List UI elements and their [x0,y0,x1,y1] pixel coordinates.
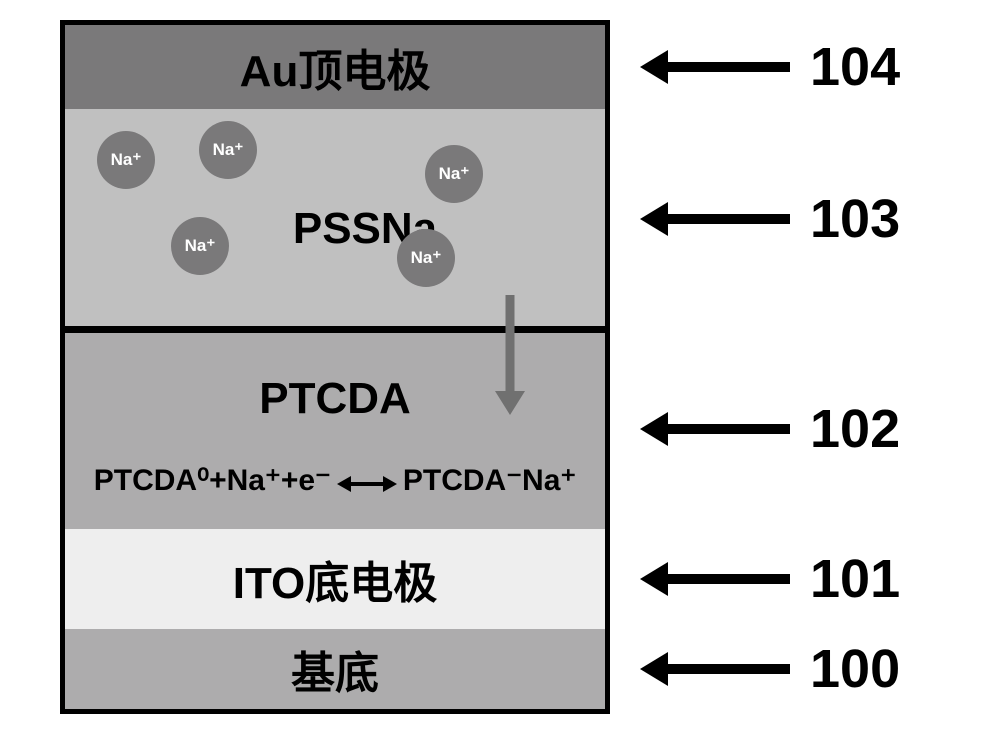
left-arrow-icon [640,202,790,236]
layer-stack: Au顶电极PSSNaNa⁺Na⁺Na⁺Na⁺Na⁺PTCDAPTCDA⁰+Na⁺… [60,20,610,714]
ion-migration-arrow-icon [495,295,525,415]
left-arrow-icon [640,652,790,686]
annotation-row: 103 [640,202,940,236]
annotation-row: 100 [640,652,940,686]
substrate: 基底 [65,629,605,709]
annotation-label: 100 [810,652,900,686]
sodium-ion: Na⁺ [199,121,257,179]
sodium-ion: Na⁺ [397,229,455,287]
equation-right: PTCDA⁻Na⁺ [403,464,576,497]
annotation-label: 103 [810,202,900,236]
annotation-label: 101 [810,562,900,596]
left-arrow-icon [640,412,790,446]
ptcda-layer-title: PTCDA [259,374,411,424]
equilibrium-arrow-icon [337,470,397,494]
sodium-ion: Na⁺ [425,145,483,203]
au-top-electrode: Au顶电极 [65,25,605,109]
diagram-stage: Au顶电极PSSNaNa⁺Na⁺Na⁺Na⁺Na⁺PTCDAPTCDA⁰+Na⁺… [60,20,940,714]
annotation-row: 104 [640,50,940,84]
sodium-ion: Na⁺ [97,131,155,189]
ito-bottom-electrode: ITO底电极 [65,529,605,629]
equation-left: PTCDA⁰+Na⁺+e⁻ [94,464,331,497]
left-arrow-icon [640,562,790,596]
annotation-label: 104 [810,50,900,84]
annotation-row: 101 [640,562,940,596]
annotation-row: 102 [640,412,940,446]
ito-bottom-electrode-title: ITO底电极 [233,547,438,611]
au-top-electrode-title: Au顶电极 [240,35,431,99]
ptcda-redox-equation: PTCDA⁰+Na⁺+e⁻ PTCDA⁻Na⁺ [65,463,605,498]
annotation-label: 102 [810,412,900,446]
left-arrow-icon [640,50,790,84]
substrate-title: 基底 [291,637,379,701]
sodium-ion: Na⁺ [171,217,229,275]
